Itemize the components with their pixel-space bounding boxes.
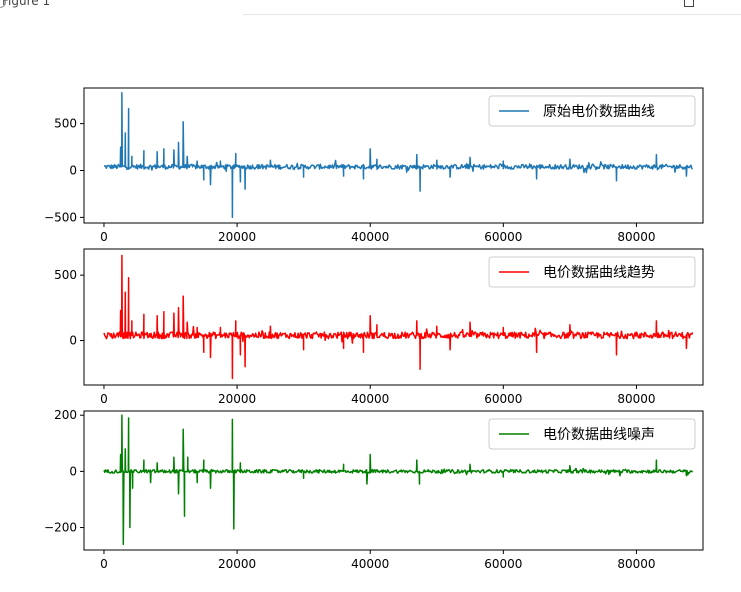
series-line-2: [103, 254, 694, 380]
y-tick-label: 0: [69, 164, 77, 178]
x-tick-label: 0: [100, 557, 108, 571]
x-tick-label: 40000: [351, 557, 389, 571]
y-tick-label: 200: [54, 408, 77, 422]
x-tick-label: 20000: [218, 230, 256, 244]
x-tick-label: 40000: [351, 230, 389, 244]
legend-trend: 电价数据曲线趋势: [488, 256, 696, 288]
y-tick-label: 500: [54, 117, 77, 131]
x-tick-label: 20000: [218, 557, 256, 571]
legend-label: 电价数据曲线趋势: [543, 265, 655, 281]
x-tick-label: 20000: [218, 392, 256, 406]
legend-noise: 电价数据曲线噪声: [488, 418, 696, 450]
x-tick-label: 60000: [484, 392, 522, 406]
x-tick-label: 80000: [617, 392, 655, 406]
legend-original: 原始电价数据曲线: [488, 95, 696, 127]
axes-frame: [83, 410, 704, 551]
y-tick-label: −500: [44, 210, 77, 224]
series-line-3: [103, 414, 694, 546]
toolbar-strip: [243, 0, 741, 15]
window-title: Figure 1: [2, 0, 51, 8]
x-tick-label: 80000: [617, 230, 655, 244]
y-tick-label: 0: [69, 334, 77, 348]
subplot-original-price: 0 20000 40000 60000 80000 −500 0 500 原始电价数据曲线: [44, 87, 704, 244]
series-line-1: [103, 91, 693, 219]
x-tick-label: 60000: [484, 557, 522, 571]
axes-frame: [83, 248, 704, 386]
window-titlebar: Figure 1: [0, 0, 741, 16]
y-tick-label: 500: [54, 268, 77, 282]
subplot-price-noise: 0 20000 40000 60000 80000 −200 0 200 电价数据曲线噪声: [44, 408, 704, 571]
y-tick-label: 0: [69, 464, 77, 478]
maximize-icon[interactable]: [684, 0, 694, 7]
subplot-price-trend: 0 20000 40000 60000 80000 0 500 电价数据曲线趋势: [54, 248, 704, 406]
x-tick-label: 80000: [617, 557, 655, 571]
x-tick-label: 0: [100, 392, 108, 406]
x-tick-label: 40000: [351, 392, 389, 406]
y-tick-label: −200: [44, 521, 77, 535]
legend-label: 原始电价数据曲线: [543, 104, 655, 120]
x-tick-label: 0: [100, 230, 108, 244]
axes-frame: [83, 87, 704, 224]
legend-label: 电价数据曲线噪声: [543, 427, 655, 443]
x-tick-label: 60000: [484, 230, 522, 244]
